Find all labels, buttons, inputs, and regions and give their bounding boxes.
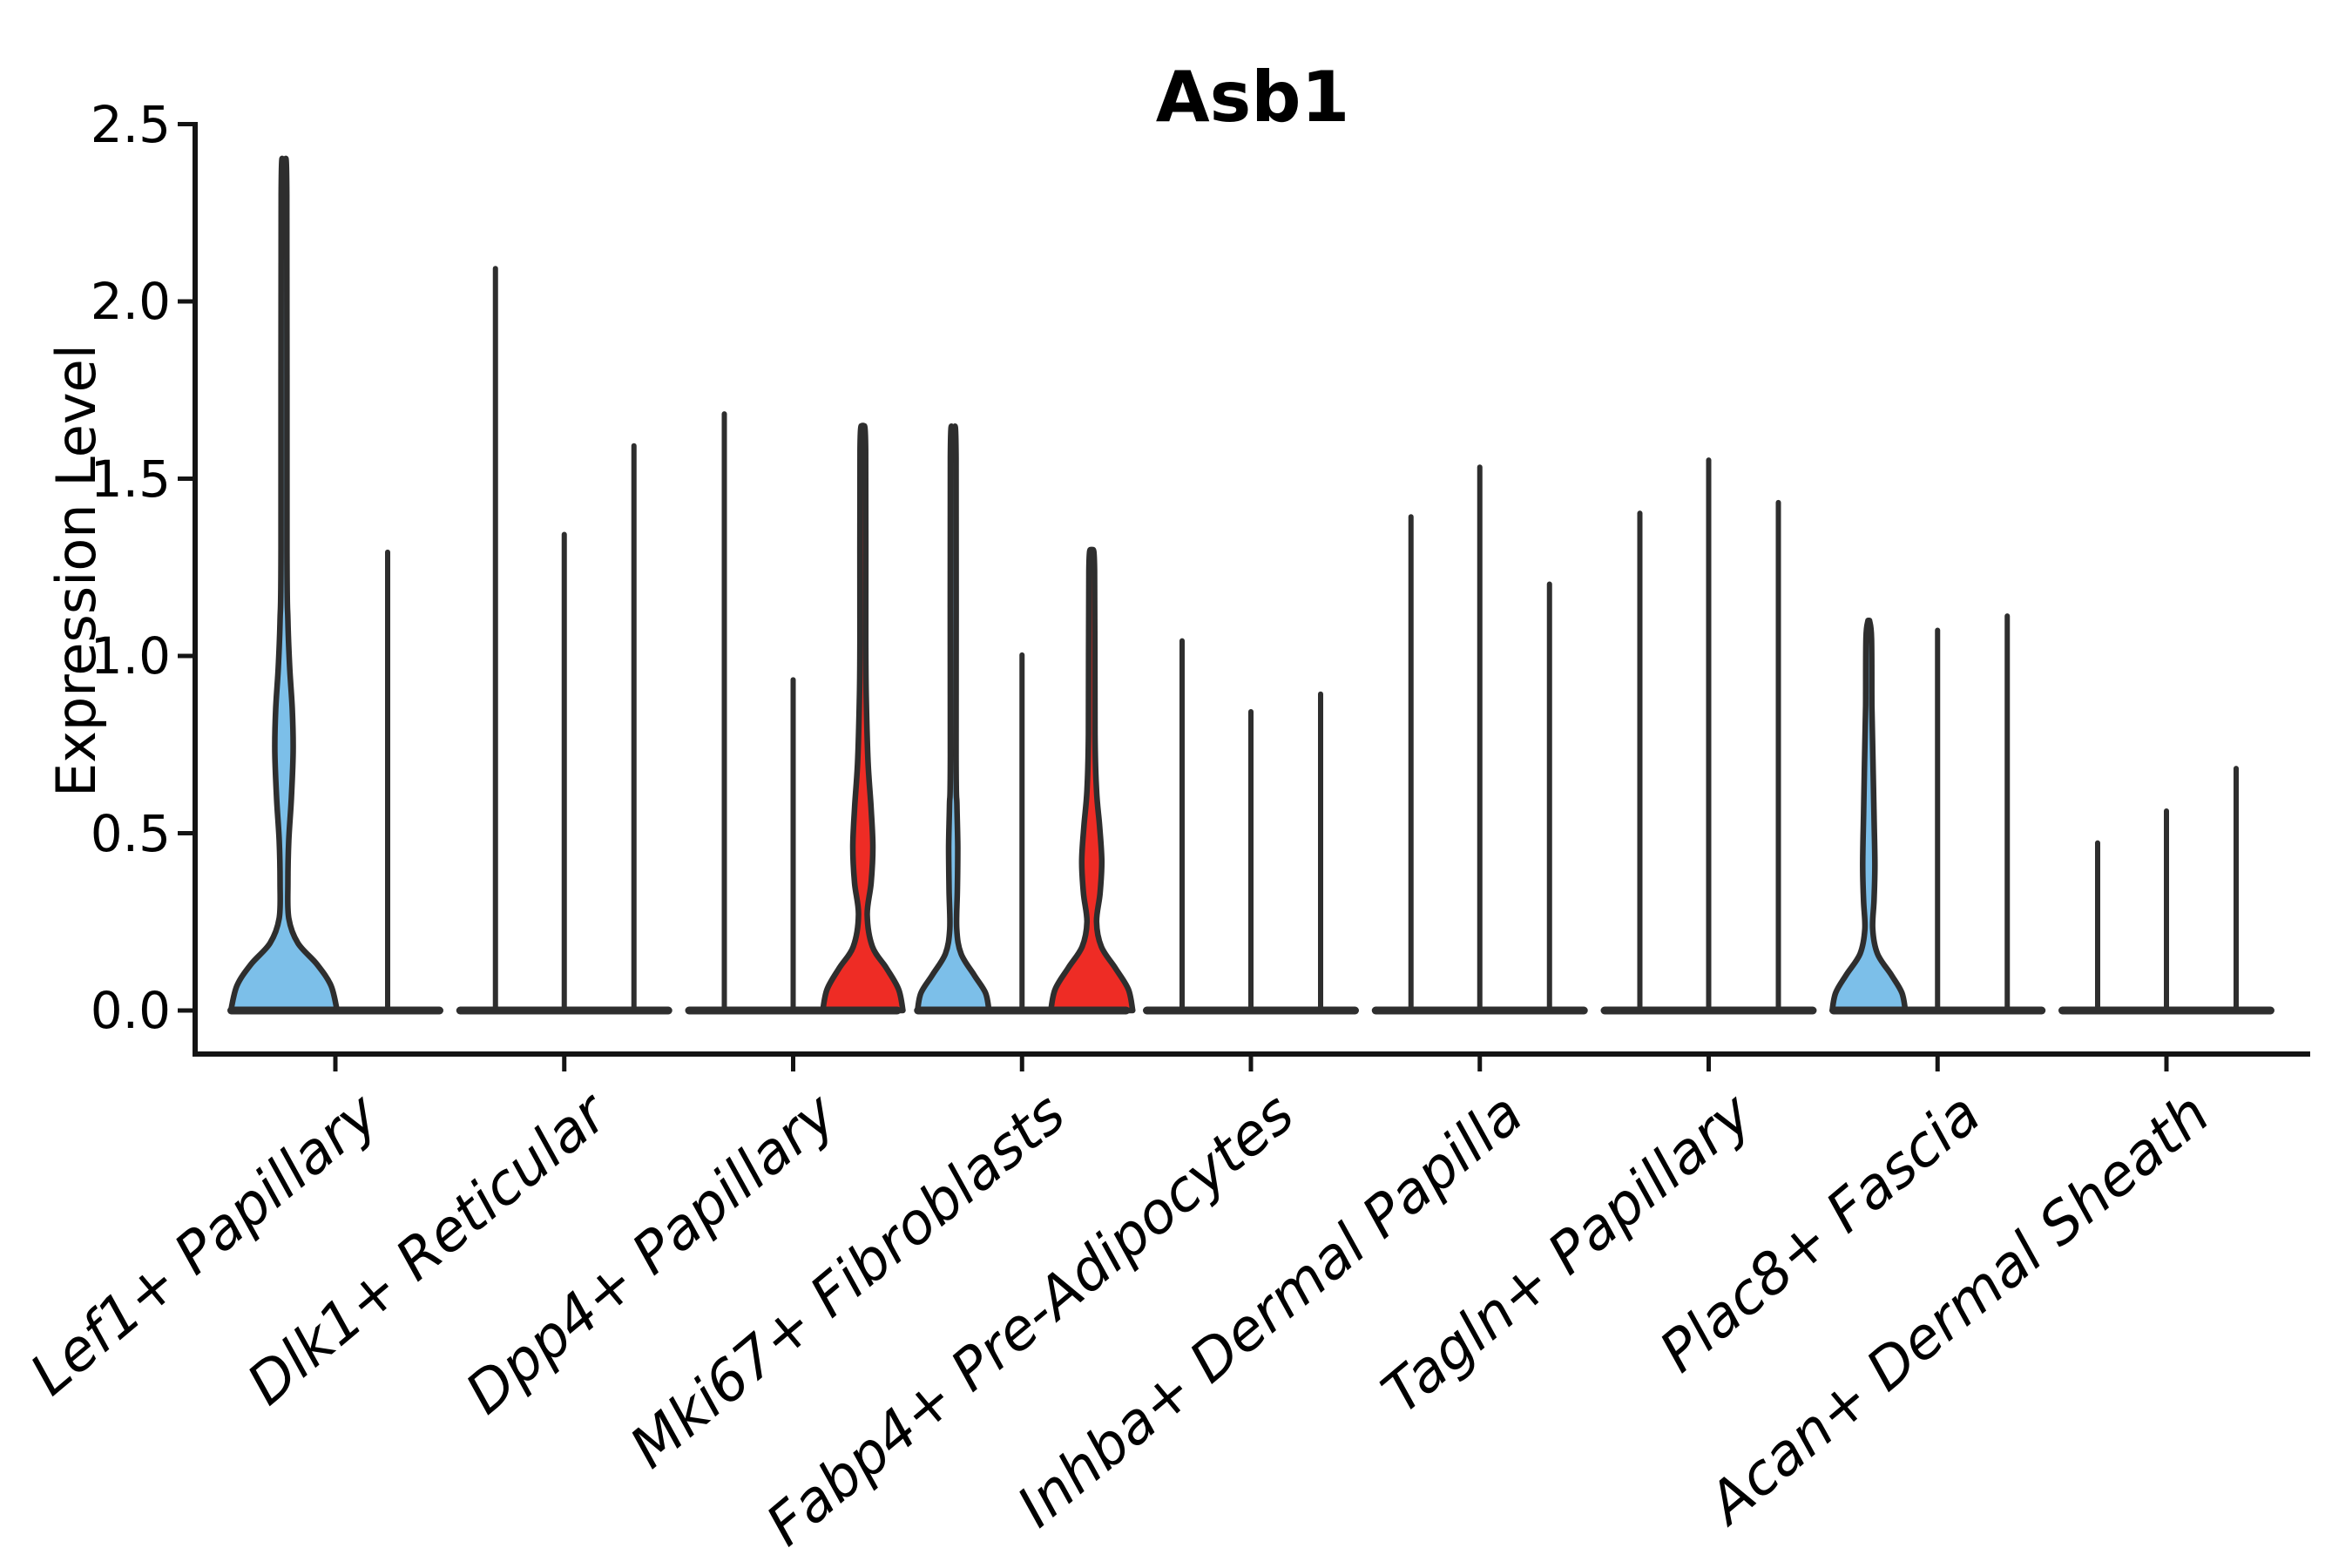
- y-tick-label: 0.0: [90, 981, 171, 1040]
- y-tick-label: 2.5: [90, 95, 171, 154]
- y-tick-label: 2.0: [90, 272, 171, 331]
- violin-2-2-red: [820, 422, 906, 1014]
- violin-3-0-blue: [915, 423, 992, 1014]
- y-axis-title: Expression Level: [44, 344, 108, 797]
- violin-0-0-blue: [227, 155, 341, 1014]
- violin-7-0-blue: [1829, 618, 1909, 1014]
- violin-3-2-red: [1048, 546, 1136, 1014]
- chart-title: Asb1: [1155, 57, 1350, 138]
- y-tick-label: 1.5: [90, 449, 171, 509]
- y-tick-label: 0.5: [90, 804, 171, 863]
- y-tick-label: 1.0: [90, 626, 171, 686]
